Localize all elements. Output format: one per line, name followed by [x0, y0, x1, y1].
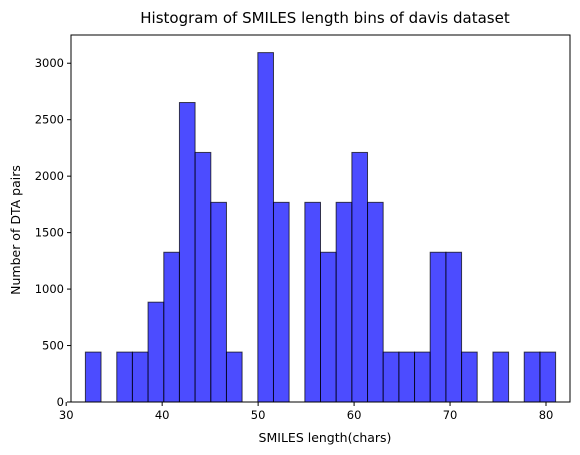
- histogram-bar: [194, 151, 212, 403]
- histogram-bar: [414, 351, 431, 403]
- y-tick-label: 0: [57, 395, 64, 409]
- histogram-bar: [398, 351, 416, 403]
- histogram-bar: [539, 351, 557, 403]
- x-tick-label: 50: [251, 408, 266, 422]
- y-tick-label: 2500: [35, 113, 64, 127]
- y-tick-label: 3000: [35, 56, 64, 70]
- y-tick-label: 500: [42, 339, 64, 353]
- histogram-bar: [382, 351, 400, 403]
- x-tick-label: 70: [443, 408, 458, 422]
- histogram-bar: [131, 351, 149, 403]
- histogram-bar: [492, 351, 510, 403]
- bars-group: [84, 52, 557, 403]
- histogram-bar: [225, 351, 243, 403]
- histogram-bar: [257, 52, 274, 403]
- histogram-bar: [523, 351, 541, 403]
- histogram-bar: [351, 151, 369, 403]
- y-axis-ticks: 0 500 1000 1500 2000 2500 3000: [35, 56, 71, 409]
- y-tick-label: 1000: [35, 282, 64, 296]
- x-axis-ticks: 30 40 50 60 70 80: [59, 402, 553, 422]
- x-tick-label: 80: [539, 408, 554, 422]
- chart-title: Histogram of SMILES length bins of davis…: [140, 9, 510, 27]
- histogram-bar: [147, 301, 165, 403]
- histogram-bar: [445, 251, 463, 403]
- histogram-bar: [116, 351, 133, 403]
- histogram-bar: [320, 251, 337, 403]
- y-axis-title: Number of DTA pairs: [8, 165, 23, 295]
- histogram-bar: [84, 351, 102, 403]
- x-tick-label: 30: [59, 408, 74, 422]
- histogram-bar: [272, 201, 290, 403]
- x-tick-label: 40: [155, 408, 170, 422]
- histogram-bar: [429, 251, 447, 403]
- histogram-bar: [461, 351, 478, 403]
- y-tick-label: 1500: [35, 226, 64, 240]
- x-tick-label: 60: [347, 408, 362, 422]
- plot-frame: [70, 34, 571, 403]
- histogram-bar: [367, 201, 384, 403]
- histogram-bar: [335, 201, 353, 403]
- histogram-bar: [210, 201, 227, 403]
- histogram-bar: [178, 102, 196, 403]
- y-tick-label: 2000: [35, 169, 64, 183]
- x-axis-title: SMILES length(chars): [259, 430, 392, 445]
- histogram-bar: [304, 201, 322, 403]
- histogram-bar: [163, 251, 180, 403]
